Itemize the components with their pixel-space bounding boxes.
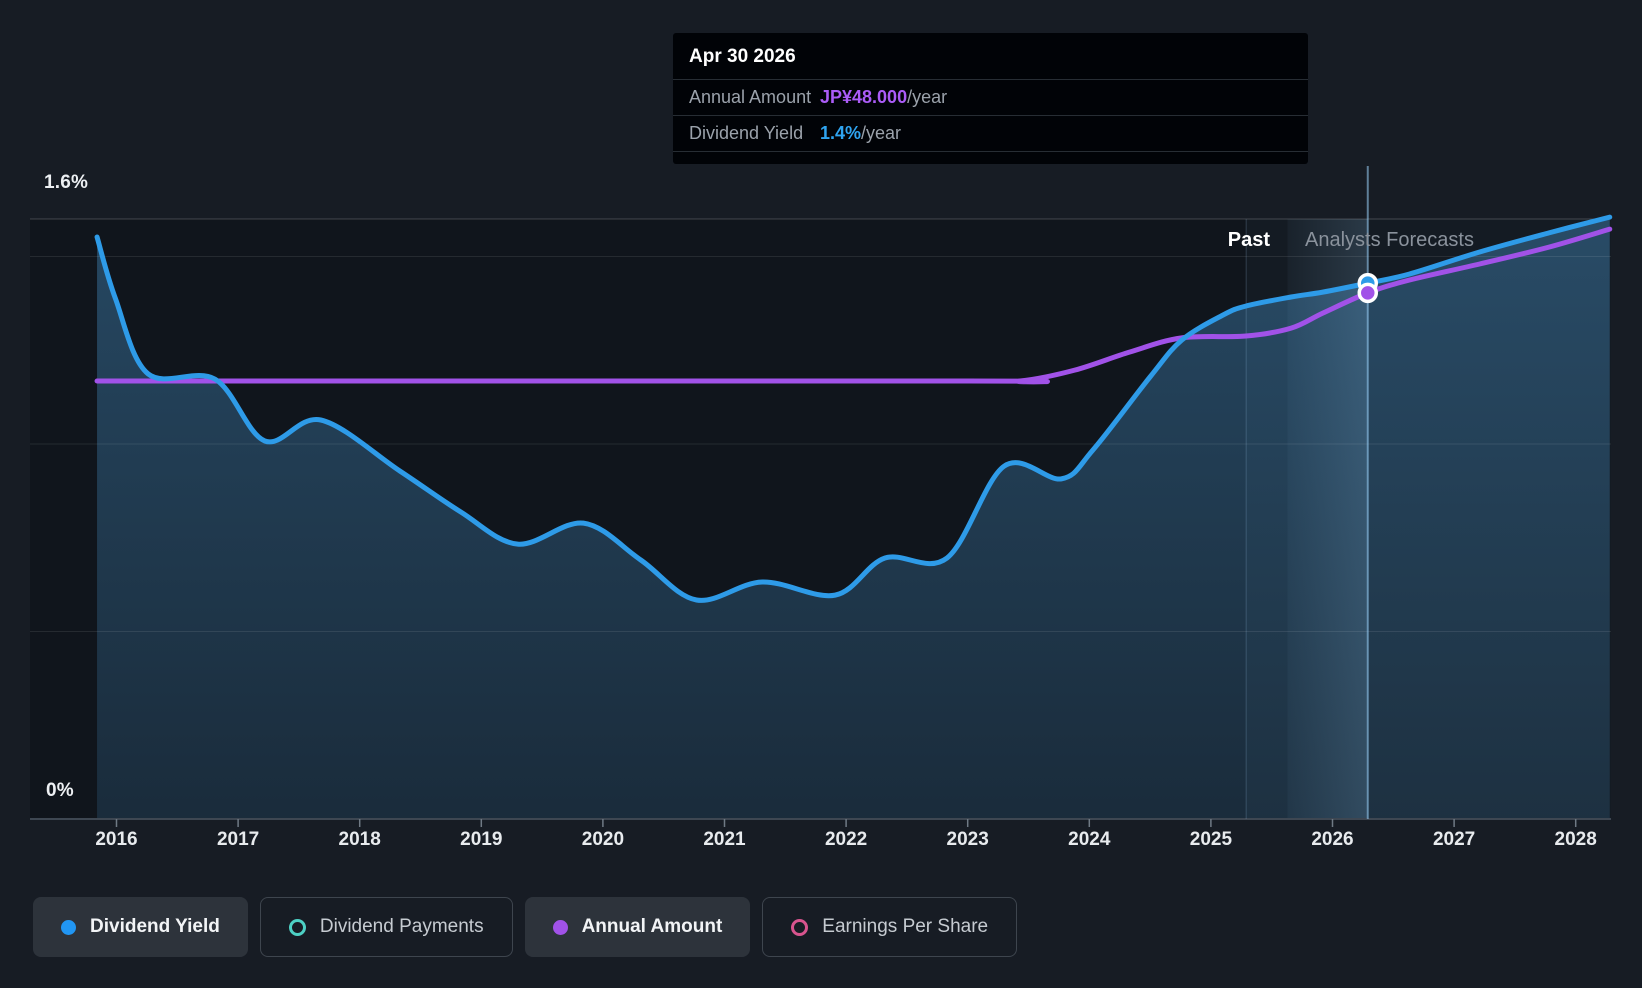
- y-axis-min-label: 0%: [46, 780, 74, 801]
- legend-button-dividend-yield[interactable]: Dividend Yield: [33, 897, 248, 957]
- x-tick-label: 2016: [95, 829, 138, 850]
- tooltip-row-label: Annual Amount: [689, 87, 812, 107]
- hover-tooltip: Apr 30 2026 Annual Amount JP¥48.000/year D…: [673, 33, 1308, 164]
- tooltip-row: Dividend Yield 1.4%/year: [673, 115, 1308, 151]
- hover-band: [1287, 219, 1368, 819]
- legend: Dividend Yield Dividend Payments Annual Am…: [33, 897, 1018, 957]
- x-tick-label: 2022: [824, 829, 868, 850]
- x-tick-label: 2019: [460, 829, 503, 850]
- legend-button-label: Dividend Payments: [319, 916, 484, 937]
- legend-button-dividend-payments[interactable]: Dividend Payments: [259, 897, 513, 957]
- x-tick-label: 2021: [703, 829, 746, 850]
- tooltip-row-suffix: /year: [861, 123, 902, 143]
- x-tick-label: 2018: [338, 829, 381, 850]
- tooltip-row-label: Dividend Yield: [689, 123, 804, 143]
- x-tick-label: 2028: [1554, 829, 1597, 850]
- analysts-forecasts-annotation: Analysts Forecasts: [1305, 229, 1474, 251]
- x-tick-label: 2025: [1189, 829, 1233, 850]
- x-tick-label: 2023: [946, 829, 989, 850]
- tooltip-row: Annual Amount JP¥48.000/year: [673, 79, 1308, 115]
- x-tick-label: 2017: [216, 829, 260, 850]
- x-tick-label: 2026: [1311, 829, 1354, 850]
- dividend-yield-line: [94, 214, 1613, 603]
- dividend-payments-marker-icon: [288, 918, 306, 936]
- legend-button-annual-amount[interactable]: Annual Amount: [524, 897, 751, 957]
- legend-button-label: Dividend Yield: [90, 916, 220, 937]
- legend-button-label: Annual Amount: [581, 916, 723, 937]
- tooltip-row-value: 1.4%: [820, 123, 862, 143]
- marker-annual-amount[interactable]: [1357, 282, 1379, 304]
- legend-button-earnings-per-share[interactable]: Earnings Per Share: [762, 897, 1018, 957]
- legend-button-label: Earnings Per Share: [822, 916, 989, 937]
- dividend-yield-area: [97, 217, 1610, 819]
- annual-amount-marker-icon: [552, 919, 568, 935]
- y-axis-max-label: 1.6%: [44, 172, 89, 193]
- x-tick-label: 2027: [1432, 829, 1476, 850]
- dividend-yield-marker-icon: [61, 919, 76, 935]
- earnings-per-share-marker-icon: [791, 918, 809, 936]
- x-tick-label: 2024: [1068, 829, 1111, 850]
- tooltip-row-suffix: /year: [907, 87, 948, 107]
- past-annotation: Past: [1227, 229, 1270, 251]
- tooltip-date: Apr 30 2026: [689, 46, 796, 67]
- x-tick-label: 2020: [581, 829, 625, 850]
- tooltip-row-value: JP¥48.000: [820, 87, 908, 107]
